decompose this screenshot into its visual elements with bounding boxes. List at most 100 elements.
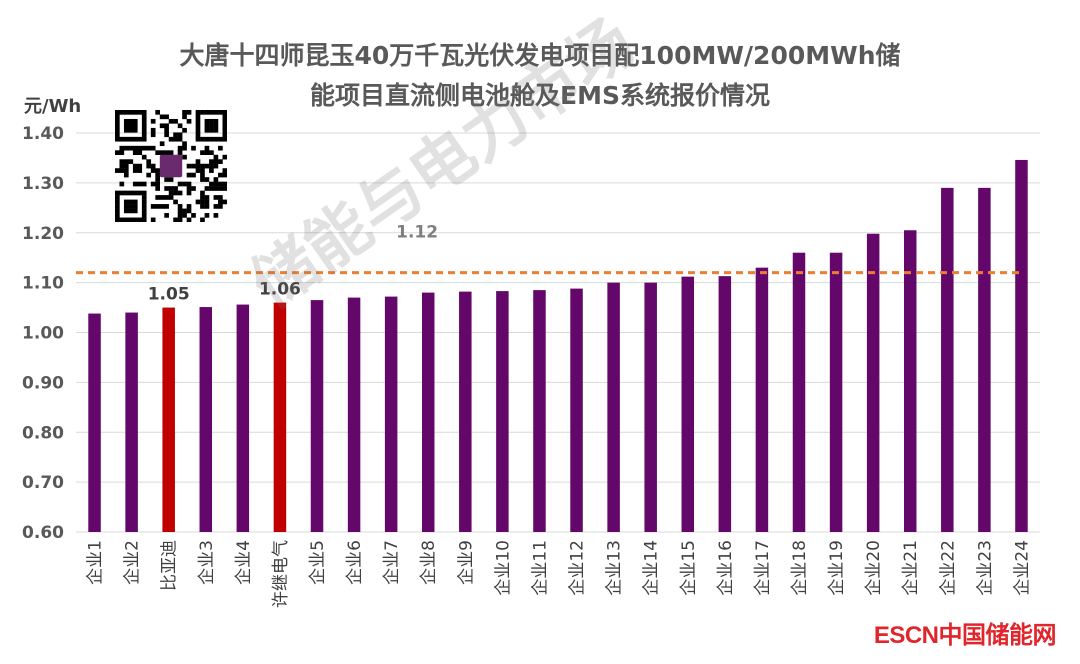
qr-module	[186, 186, 192, 191]
bar	[718, 276, 732, 532]
qr-module	[132, 168, 138, 173]
qr-module	[213, 177, 219, 182]
qr-module	[186, 181, 192, 187]
qr-center-logo	[159, 154, 183, 178]
qr-module	[182, 141, 187, 147]
qr-module	[213, 213, 219, 218]
qr-finder	[123, 127, 129, 133]
qr-module	[186, 190, 192, 196]
qr-module	[204, 195, 210, 200]
qr-finder	[209, 136, 214, 142]
qr-finder	[222, 132, 227, 138]
qr-module	[186, 217, 192, 222]
bar	[125, 312, 138, 532]
x-tick-label: 企业13	[605, 540, 625, 596]
qr-module	[186, 118, 192, 124]
x-tick-label: 企业9	[456, 540, 476, 585]
bar	[978, 187, 991, 533]
qr-finder	[123, 110, 129, 115]
qr-module	[195, 159, 201, 164]
qr-finder	[209, 123, 214, 129]
qr-module	[200, 172, 205, 178]
qr-module	[115, 168, 120, 173]
qr-finder	[132, 204, 138, 209]
qr-module	[173, 217, 178, 222]
qr-module	[191, 163, 196, 169]
qr-finder	[137, 217, 143, 222]
chart-title-line2: 能项目直流侧电池舱及EMS系统报价情况	[310, 81, 770, 110]
qr-module	[222, 199, 227, 205]
qr-finder	[204, 136, 210, 142]
qr-module	[159, 204, 165, 209]
qr-module	[132, 163, 138, 169]
qr-finder	[123, 118, 129, 124]
qr-module	[182, 110, 187, 115]
y-tick-label: 1.10	[22, 274, 64, 294]
qr-module	[222, 172, 227, 178]
x-tick-label: 企业17	[753, 540, 773, 596]
qr-module	[159, 150, 165, 155]
qr-module	[132, 150, 138, 155]
qr-module	[164, 114, 169, 120]
qr-module	[150, 132, 156, 138]
qr-module	[146, 159, 152, 164]
qr-module	[218, 195, 223, 200]
y-tick-label: 1.30	[22, 174, 64, 194]
x-tick-label: 企业21	[901, 540, 921, 596]
qr-finder	[204, 127, 210, 133]
qr-finder	[115, 204, 120, 209]
qr-module	[150, 217, 156, 222]
qr-finder	[128, 136, 134, 142]
qr-module	[173, 186, 178, 191]
qr-module	[186, 208, 192, 214]
qr-module	[173, 132, 178, 138]
qr-finder	[141, 208, 147, 214]
bar	[570, 288, 583, 532]
qr-finder	[137, 190, 143, 196]
y-axis-label: 元/Wh	[24, 96, 82, 117]
qr-module	[204, 199, 210, 205]
qr-module	[195, 168, 201, 173]
qr-module	[137, 150, 143, 155]
qr-module	[168, 190, 174, 196]
qr-module	[123, 168, 129, 173]
qr-finder	[119, 217, 125, 222]
qr-finder	[213, 118, 219, 124]
y-tick-label: 1.40	[22, 124, 64, 144]
x-tick-label: 企业14	[642, 540, 662, 596]
qr-module	[164, 186, 169, 191]
qr-finder	[132, 208, 138, 214]
qr-module	[150, 163, 156, 169]
qr-module	[164, 132, 169, 138]
qr-module	[123, 172, 129, 178]
qr-finder	[213, 123, 219, 129]
qr-finder	[141, 110, 147, 115]
qr-module	[200, 177, 205, 182]
qr-module	[137, 168, 143, 173]
bar	[496, 291, 509, 532]
x-tick-label: 企业12	[568, 540, 588, 596]
qr-module	[218, 186, 223, 191]
qr-module	[168, 150, 174, 155]
qr-module	[204, 204, 210, 209]
qr-finder	[222, 118, 227, 124]
x-tick-label: 企业20	[864, 540, 884, 596]
qr-module	[164, 204, 169, 209]
qr-finder	[123, 204, 129, 209]
qr-module	[209, 163, 214, 169]
qr-module	[164, 213, 169, 218]
qr-module	[137, 181, 143, 187]
qr-module	[137, 145, 143, 151]
bar	[384, 296, 398, 532]
qr-module	[182, 181, 187, 187]
qr-module	[146, 163, 152, 169]
qr-module	[209, 186, 214, 191]
y-tick-label: 0.60	[22, 523, 64, 543]
y-tick-label: 1.00	[22, 324, 64, 344]
chart-title-line1: 大唐十四师昆玉40万千瓦光伏发电项目配100MW/200MWh储	[179, 41, 901, 70]
qr-module	[164, 123, 169, 129]
qr-module	[177, 136, 183, 142]
qr-module	[155, 150, 160, 155]
qr-module	[209, 159, 214, 164]
